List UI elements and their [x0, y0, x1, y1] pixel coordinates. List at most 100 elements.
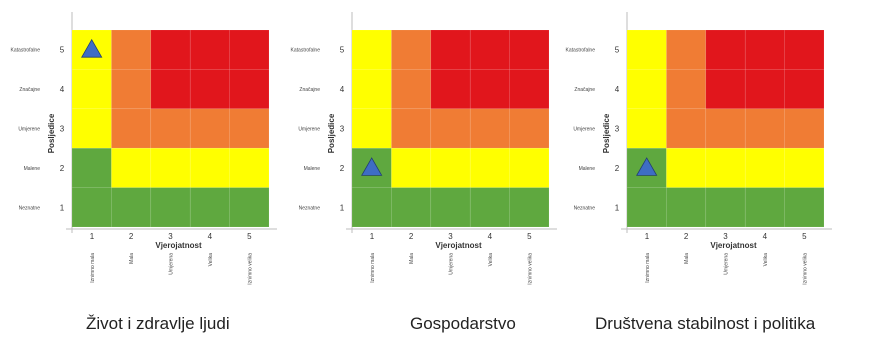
- x-level-label: Umjerena: [724, 253, 730, 275]
- matrix-cell: [150, 29, 191, 70]
- matrix-cell: [509, 69, 550, 110]
- y-level-label: Malene: [579, 166, 596, 172]
- y-level-label: Značajne: [574, 87, 595, 93]
- risk-marker-triangle: [361, 157, 383, 176]
- y-level-number: 5: [60, 46, 65, 55]
- risk-matrix-panel-2: Katastrofalne 5 Značajne 4 Umjerene 3 Malene 2 N…: [280, 0, 560, 340]
- risk-matrix-panel-3: Katastrofalne 5 Značajne 4 Umjerene 3 Malene 2 N…: [555, 0, 835, 340]
- matrix-cell: [391, 29, 432, 70]
- x-level-number: 2: [684, 232, 689, 241]
- risk-matrix-chart: Katastrofalne 5 Značajne 4 Umjerene 3 Malene 2 N…: [11, 12, 277, 285]
- matrix-cell: [189, 29, 230, 70]
- x-level-label: Mala: [129, 253, 135, 264]
- matrix-cell: [744, 147, 785, 188]
- matrix-cell: [744, 108, 785, 149]
- matrix-cell: [111, 108, 152, 149]
- x-level-number: 1: [90, 232, 95, 241]
- y-level-number: 2: [615, 164, 620, 173]
- x-level-number: 2: [129, 232, 134, 241]
- x-axis-title: Vjerojatnost: [710, 241, 757, 250]
- x-level-label: Iznimno velika: [802, 253, 808, 285]
- y-level-number: 1: [340, 203, 345, 212]
- y-level-number: 2: [60, 164, 65, 173]
- matrix-cell: [666, 147, 707, 188]
- x-level-label: Velika: [208, 253, 214, 267]
- y-level-number: 3: [60, 125, 65, 134]
- matrix-cell: [666, 69, 707, 110]
- y-level-number: 1: [60, 203, 65, 212]
- y-level-label: Umjerene: [573, 127, 595, 133]
- matrix-cell: [150, 108, 191, 149]
- matrix-cell: [189, 108, 230, 149]
- x-level-label: Iznimno mala: [90, 253, 96, 283]
- y-axis-title: Posljedice: [47, 113, 56, 153]
- matrix-cell: [744, 29, 785, 70]
- y-level-label: Umjerene: [18, 127, 40, 133]
- matrix-cell: [351, 187, 392, 228]
- x-level-number: 2: [409, 232, 414, 241]
- matrix-cell: [430, 108, 471, 149]
- y-level-number: 5: [615, 46, 620, 55]
- matrix-cell: [430, 147, 471, 188]
- matrix-cell: [744, 69, 785, 110]
- matrix-cell: [71, 187, 112, 228]
- y-axis-title: Posljedice: [327, 113, 336, 153]
- matrix-cell: [71, 69, 112, 110]
- matrix-cell: [150, 147, 191, 188]
- x-level-label: Umjerena: [169, 253, 175, 275]
- matrix-cell: [705, 187, 746, 228]
- y-level-number: 5: [340, 46, 345, 55]
- matrix-cell: [626, 187, 667, 228]
- matrix-cell: [111, 187, 152, 228]
- panel-caption: Život i zdravlje ljudi: [86, 314, 230, 333]
- matrix-cell: [189, 187, 230, 228]
- matrix-cell: [430, 29, 471, 70]
- risk-matrix-chart: Katastrofalne 5 Značajne 4 Umjerene 3 Malene 2 N…: [566, 12, 832, 285]
- panel-caption: Društvena stabilnost i politika: [595, 314, 816, 333]
- y-level-label: Neznatne: [19, 205, 41, 211]
- matrix-cell: [150, 69, 191, 110]
- y-level-label: Neznatne: [574, 205, 596, 211]
- risk-marker-triangle: [81, 38, 103, 58]
- y-level-number: 4: [340, 85, 345, 94]
- matrix-cell: [469, 108, 510, 149]
- matrix-cell: [111, 147, 152, 188]
- x-level-number: 3: [723, 232, 728, 241]
- matrix-cell: [509, 147, 550, 188]
- x-level-number: 1: [370, 232, 375, 241]
- y-level-label: Značajne: [19, 87, 40, 93]
- matrix-cell: [469, 69, 510, 110]
- matrix-cell: [744, 187, 785, 228]
- y-level-label: Neznatne: [299, 205, 321, 211]
- matrix-cell: [229, 108, 270, 149]
- x-level-number: 3: [448, 232, 453, 241]
- x-level-label: Iznimno velika: [527, 253, 533, 285]
- y-level-label: Katastrofalne: [11, 48, 41, 54]
- x-level-number: 5: [802, 232, 807, 241]
- matrix-cell: [626, 108, 667, 149]
- matrix-cell: [430, 69, 471, 110]
- y-level-number: 2: [340, 164, 345, 173]
- x-axis-title: Vjerojatnost: [155, 241, 202, 250]
- x-level-number: 4: [488, 232, 493, 241]
- matrix-cell: [150, 187, 191, 228]
- y-level-label: Malene: [304, 166, 321, 172]
- matrix-cell: [666, 108, 707, 149]
- matrix-cell: [391, 69, 432, 110]
- matrix-cell: [430, 187, 471, 228]
- matrix-cell: [229, 69, 270, 110]
- matrix-cell: [391, 147, 432, 188]
- matrix-cell: [705, 147, 746, 188]
- x-level-number: 3: [168, 232, 173, 241]
- x-level-label: Iznimno velika: [247, 253, 253, 285]
- y-level-label: Katastrofalne: [566, 48, 596, 54]
- matrix-cell: [784, 187, 825, 228]
- matrix-cell: [71, 108, 112, 149]
- y-level-label: Umjerene: [298, 127, 320, 133]
- y-axis-title: Posljedice: [602, 113, 611, 153]
- matrix-cell: [111, 29, 152, 70]
- matrix-cell: [626, 29, 667, 70]
- matrix-cell: [705, 69, 746, 110]
- risk-matrix-chart: Katastrofalne 5 Značajne 4 Umjerene 3 Malene 2 N…: [291, 12, 557, 285]
- x-level-label: Iznimno mala: [645, 253, 651, 283]
